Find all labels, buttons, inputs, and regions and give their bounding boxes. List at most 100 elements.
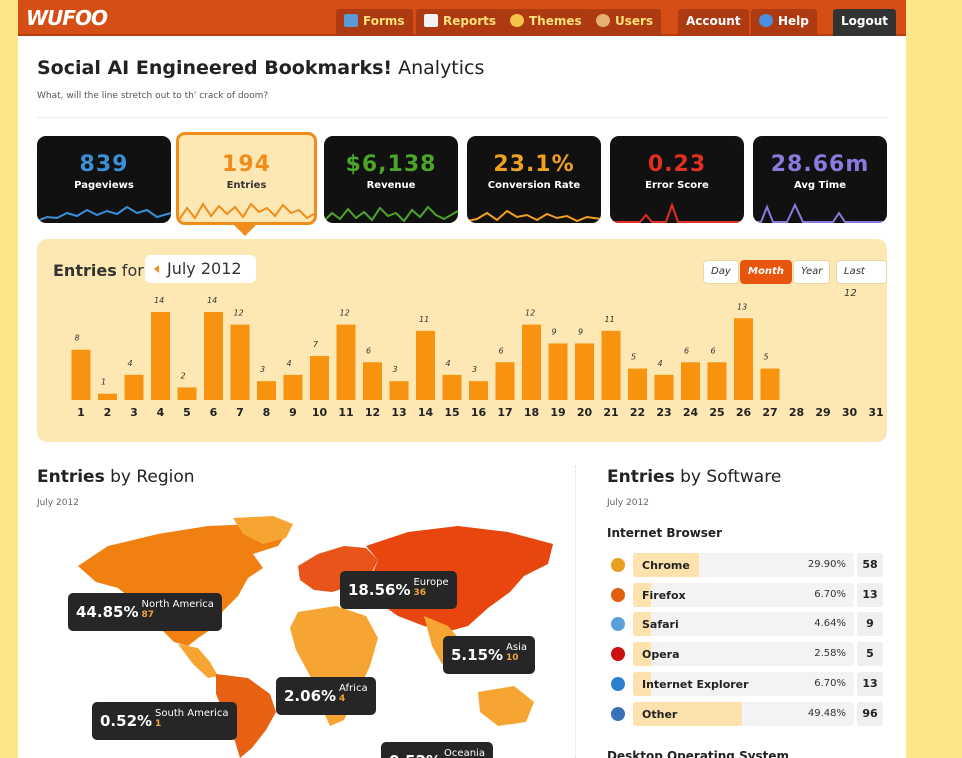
- entries-bar[interactable]: [283, 374, 303, 400]
- region-tooltip-europe: 18.56% Europe 36: [340, 571, 457, 609]
- entries-bar[interactable]: [416, 330, 435, 400]
- entries-bar[interactable]: [575, 343, 594, 400]
- browser-percent: 4.64%: [814, 618, 846, 630]
- browser-share-track: [633, 553, 854, 577]
- bar-value-label: 3: [260, 365, 265, 374]
- x-tick-label: 10: [312, 406, 328, 419]
- region-tooltip-north-america: 44.85% North America 87: [68, 593, 222, 631]
- entries-bar[interactable]: [760, 368, 780, 400]
- browser-name: Chrome: [642, 559, 690, 572]
- nav-forms[interactable]: Forms: [336, 9, 413, 36]
- selected-card-pointer: [234, 225, 256, 236]
- entries-bar[interactable]: [98, 393, 117, 400]
- region-pct: 2.06%: [284, 687, 337, 705]
- stat-label: Avg Time: [794, 180, 846, 191]
- stat-value: 23.1%: [493, 152, 575, 177]
- browser-percent: 6.70%: [814, 677, 846, 689]
- region-tooltip-oceania: 0.52%Oceania: [381, 742, 493, 758]
- x-tick-label: 15: [444, 406, 459, 419]
- bar-value-label: 4: [658, 359, 663, 368]
- nav-help-label: Help: [778, 14, 809, 28]
- nav-reports[interactable]: Reports: [416, 9, 505, 36]
- stat-card-avg-time[interactable]: 28.66m Avg Time: [753, 136, 887, 223]
- entries-bar[interactable]: [548, 343, 568, 400]
- entries-bar[interactable]: [177, 387, 197, 400]
- logout-button[interactable]: Logout: [833, 9, 897, 36]
- browser-row[interactable]: Internet Explorer 6.70% 13: [608, 671, 883, 696]
- entries-bar[interactable]: [707, 362, 727, 400]
- help-icon: [759, 14, 773, 27]
- range-day-button[interactable]: Day: [703, 260, 739, 284]
- browser-row[interactable]: Firefox 6.70% 13: [608, 582, 883, 607]
- entries-bar[interactable]: [522, 324, 541, 400]
- map-oceania[interactable]: [478, 686, 534, 726]
- entries-bar[interactable]: [601, 330, 621, 400]
- browser-row[interactable]: Opera 2.58% 5: [608, 642, 883, 667]
- browser-count: 5: [857, 642, 883, 667]
- browser-row[interactable]: Safari 4.64% 9: [608, 612, 883, 637]
- browser-share-bar: [633, 582, 651, 607]
- page-subtitle: What, will the line stretch out to th' c…: [37, 91, 269, 101]
- range-year-button[interactable]: Year: [793, 260, 831, 284]
- map-north-america[interactable]: [78, 524, 288, 646]
- entries-bar[interactable]: [71, 349, 91, 400]
- previous-month-icon[interactable]: [154, 265, 159, 273]
- nav-help[interactable]: Help: [751, 9, 817, 36]
- entries-bar[interactable]: [469, 381, 488, 400]
- entries-bar[interactable]: [363, 362, 382, 400]
- nav-users[interactable]: Users: [588, 9, 662, 36]
- forms-icon: [344, 14, 358, 27]
- range-last12-button[interactable]: Last 12: [836, 260, 887, 299]
- region-count: 4: [339, 694, 346, 704]
- browser-row[interactable]: Chrome 29.90% 58: [608, 553, 883, 577]
- stat-label: Error Score: [645, 180, 709, 191]
- stat-label: Pageviews: [74, 180, 134, 191]
- region-tooltip-africa: 2.06% Africa 4: [276, 677, 376, 715]
- x-tick-label: 20: [577, 406, 593, 419]
- bar-value-label: 1: [101, 378, 106, 387]
- entries-bar[interactable]: [495, 362, 515, 400]
- entries-bar[interactable]: [628, 368, 647, 400]
- entries-chart-panel: Entries for July 2012 Day Month Year Las…: [37, 239, 887, 442]
- stat-card-pageviews[interactable]: 839 Pageviews: [37, 136, 171, 223]
- entries-bar[interactable]: [204, 312, 223, 400]
- region-pct: 0.52%: [389, 742, 441, 758]
- entries-bar[interactable]: [310, 356, 329, 400]
- browser-name: Safari: [642, 618, 679, 632]
- month-selector[interactable]: July 2012: [145, 255, 256, 283]
- reports-icon: [424, 14, 438, 27]
- entries-bar[interactable]: [734, 318, 753, 400]
- region-count: 10: [506, 653, 519, 663]
- entries-bar[interactable]: [151, 312, 170, 400]
- entries-bar[interactable]: [654, 374, 674, 400]
- entries-bar[interactable]: [230, 324, 250, 400]
- chrome-icon: [611, 558, 625, 572]
- x-tick-label: 12: [365, 406, 380, 419]
- entries-bar[interactable]: [257, 381, 276, 400]
- map-greenland[interactable]: [233, 516, 293, 544]
- entries-bar[interactable]: [681, 362, 700, 400]
- map-south-america[interactable]: [216, 674, 276, 758]
- nav-themes[interactable]: Themes: [502, 9, 590, 36]
- entries-bar[interactable]: [442, 374, 462, 400]
- map-central-america[interactable]: [178, 644, 218, 678]
- bar-value-label: 4: [446, 359, 451, 368]
- browser-share-track: [633, 642, 854, 667]
- entries-bar[interactable]: [389, 381, 409, 400]
- browser-row[interactable]: Other 49.48% 96: [608, 701, 883, 726]
- entries-bar[interactable]: [336, 324, 356, 400]
- stat-card-entries[interactable]: 194 Entries: [176, 132, 317, 225]
- browser-share-track: [633, 612, 854, 637]
- bar-value-label: 6: [366, 346, 371, 355]
- entries-bar[interactable]: [124, 374, 144, 400]
- nav-account[interactable]: Account: [678, 9, 749, 36]
- x-tick-label: 17: [497, 406, 512, 419]
- stat-card-revenue[interactable]: $6,138 Revenue: [324, 136, 458, 223]
- range-month-button[interactable]: Month: [740, 260, 792, 284]
- stat-card-conversion-rate[interactable]: 23.1% Conversion Rate: [467, 136, 601, 223]
- stat-card-error-score[interactable]: 0.23 Error Score: [610, 136, 744, 223]
- bar-value-label: 6: [684, 346, 689, 355]
- month-label: July 2012: [167, 259, 242, 278]
- bar-value-label: 12: [340, 309, 350, 318]
- wufoo-logo[interactable]: WUFOO: [26, 6, 108, 30]
